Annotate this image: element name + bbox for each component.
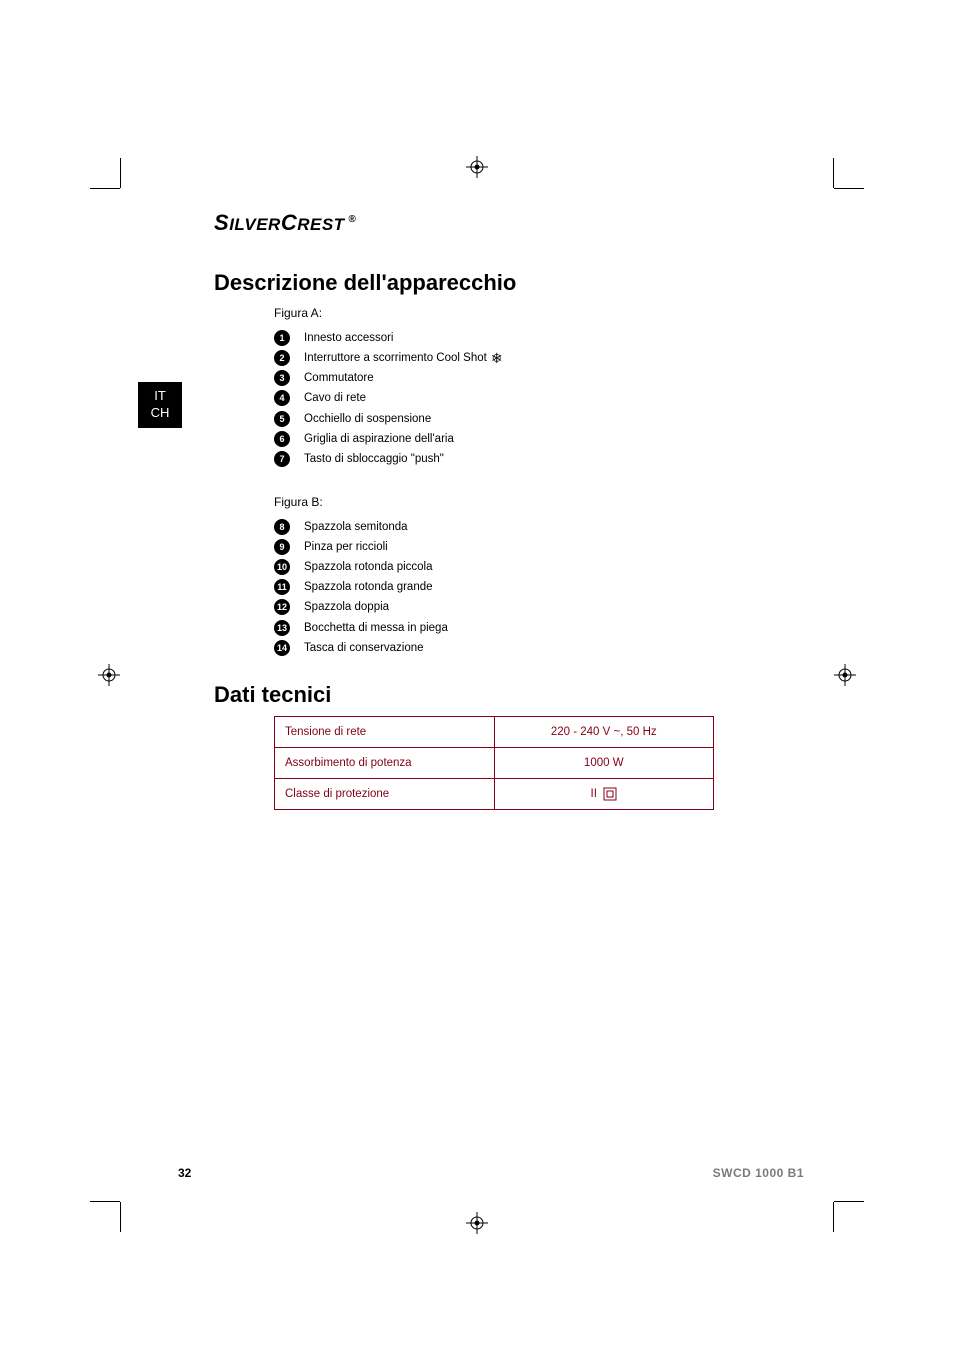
item-text: Pinza per riccioli: [304, 537, 388, 557]
class-ii-text: II: [591, 788, 597, 800]
list-item: 13 Bocchetta di messa in piega: [274, 618, 754, 638]
figure-b-label: Figura B:: [274, 495, 754, 509]
figure-a-label: Figura A:: [274, 306, 754, 320]
item-text: Spazzola semitonda: [304, 517, 408, 537]
item-text: Spazzola rotonda grande: [304, 577, 433, 597]
registration-mark-top-icon: [466, 156, 488, 178]
item-text: Tasca di conservazione: [304, 638, 424, 658]
brand-part2: CREST: [281, 210, 345, 235]
crop-mark-icon: [120, 1202, 121, 1232]
content-area: SILVERCREST ® Descrizione dell'apparecch…: [214, 210, 754, 810]
table-cell-label: Classe di protezione: [275, 778, 495, 809]
item-number-badge: 4: [274, 390, 290, 406]
table-cell-value: II: [494, 778, 714, 809]
brand-logo: SILVERCREST ®: [214, 210, 754, 236]
list-item: 7 Tasto di sbloccaggio "push": [274, 449, 754, 469]
snowflake-icon: ❄: [491, 351, 503, 365]
item-number-badge: 13: [274, 620, 290, 636]
page: IT CH SILVERCREST ® Descrizione dell'app…: [0, 0, 954, 1350]
list-item: 2 Interruttore a scorrimento Cool Shot❄: [274, 348, 754, 368]
list-item: 9 Pinza per riccioli: [274, 537, 754, 557]
crop-mark-icon: [120, 158, 121, 188]
list-item: 8 Spazzola semitonda: [274, 517, 754, 537]
brand-registered-icon: ®: [349, 214, 357, 225]
item-text: Commutatore: [304, 368, 374, 388]
item-text: Occhiello di sospensione: [304, 409, 431, 429]
table-cell-label: Assorbimento di potenza: [275, 747, 495, 778]
page-number: 32: [178, 1166, 191, 1180]
list-item: 14 Tasca di conservazione: [274, 638, 754, 658]
item-number-badge: 9: [274, 539, 290, 555]
registration-mark-bottom-icon: [466, 1212, 488, 1234]
crop-mark-icon: [833, 1202, 834, 1232]
item-text: Tasto di sbloccaggio "push": [304, 449, 444, 469]
list-item: 11 Spazzola rotonda grande: [274, 577, 754, 597]
item-text: Spazzola rotonda piccola: [304, 557, 433, 577]
item-text: Spazzola doppia: [304, 597, 389, 617]
list-item: 12 Spazzola doppia: [274, 597, 754, 617]
lang-line-2: CH: [138, 405, 182, 422]
tech-data-table-wrap: Tensione di rete220 - 240 V ~, 50 HzAsso…: [274, 716, 754, 810]
brand-part1: SILVER: [214, 210, 281, 235]
crop-mark-icon: [90, 1201, 120, 1202]
list-item: 5 Occhiello di sospensione: [274, 409, 754, 429]
table-cell-value: 1000 W: [494, 747, 714, 778]
tech-data-table: Tensione di rete220 - 240 V ~, 50 HzAsso…: [274, 716, 714, 810]
figure-a-list: 1 Innesto accessori 2 Interruttore a scorri…: [274, 328, 754, 469]
list-item: 1 Innesto accessori: [274, 328, 754, 348]
page-footer: 32 SWCD 1000 B1: [178, 1166, 804, 1180]
crop-mark-icon: [834, 188, 864, 189]
item-text: Cavo di rete: [304, 388, 366, 408]
table-cell-label: Tensione di rete: [275, 716, 495, 747]
item-text: Griglia di aspirazione dell'aria: [304, 429, 454, 449]
item-number-badge: 7: [274, 451, 290, 467]
item-number-badge: 2: [274, 350, 290, 366]
table-cell-value: 220 - 240 V ~, 50 Hz: [494, 716, 714, 747]
table-row: Tensione di rete220 - 240 V ~, 50 Hz: [275, 716, 714, 747]
table-row: Assorbimento di potenza1000 W: [275, 747, 714, 778]
item-number-badge: 10: [274, 559, 290, 575]
section-title-techdata: Dati tecnici: [214, 682, 754, 708]
item-text: Innesto accessori: [304, 328, 394, 348]
item-number-badge: 8: [274, 519, 290, 535]
crop-mark-icon: [833, 158, 834, 188]
table-row: Classe di protezione II: [275, 778, 714, 809]
list-item: 10 Spazzola rotonda piccola: [274, 557, 754, 577]
class-ii-symbol: II: [591, 787, 617, 801]
crop-mark-icon: [90, 188, 120, 189]
registration-mark-left-icon: [98, 664, 120, 686]
registration-mark-right-icon: [834, 664, 856, 686]
item-number-badge: 5: [274, 411, 290, 427]
item-number-badge: 3: [274, 370, 290, 386]
lang-line-1: IT: [138, 388, 182, 405]
item-number-badge: 14: [274, 640, 290, 656]
model-number: SWCD 1000 B1: [713, 1166, 804, 1180]
list-item: 3 Commutatore: [274, 368, 754, 388]
figure-b-list: 8Spazzola semitonda9Pinza per riccioli10…: [274, 517, 754, 658]
double-insulation-icon: [603, 787, 617, 801]
item-number-badge: 12: [274, 599, 290, 615]
item-number-badge: 1: [274, 330, 290, 346]
crop-mark-icon: [834, 1201, 864, 1202]
item-number-badge: 6: [274, 431, 290, 447]
list-item: 6 Griglia di aspirazione dell'aria: [274, 429, 754, 449]
language-tab: IT CH: [138, 382, 182, 428]
section-title-description: Descrizione dell'apparecchio: [214, 270, 754, 296]
item-text: Interruttore a scorrimento Cool Shot❄: [304, 348, 503, 368]
item-number-badge: 11: [274, 579, 290, 595]
item-text: Bocchetta di messa in piega: [304, 618, 448, 638]
list-item: 4 Cavo di rete: [274, 388, 754, 408]
